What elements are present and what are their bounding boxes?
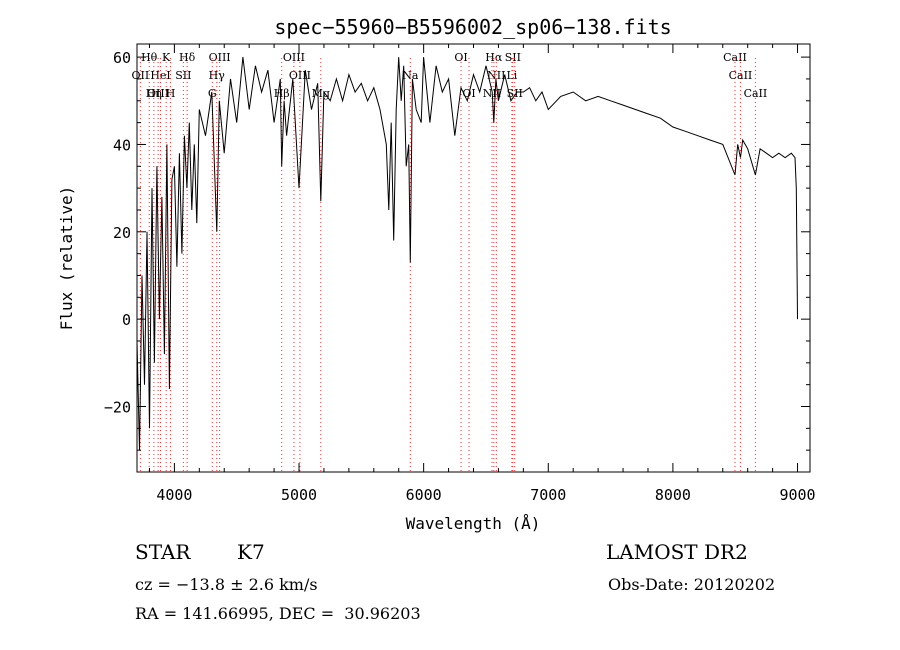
x-tick-label: 4000 xyxy=(156,486,192,504)
line-marker-label: SII xyxy=(507,87,523,100)
y-tick-label: 60 xyxy=(113,49,131,67)
line-marker-label: Na xyxy=(402,69,419,82)
line-marker-label: Hγ xyxy=(209,69,226,82)
y-tick-label: 0 xyxy=(122,311,131,329)
line-marker-label: H xyxy=(166,87,176,100)
ra-dec-coordinates: RA = 141.66995, DEC = 30.96203 xyxy=(135,604,421,623)
x-tick-label: 6000 xyxy=(406,486,442,504)
line-marker-label: Hθ xyxy=(141,51,158,64)
line-marker-label: OIII xyxy=(147,87,169,100)
line-marker-label: OIII xyxy=(289,69,311,82)
chart-title: spec−55960−B5596002_sp06−138.fits xyxy=(274,15,671,39)
redshift-cz: cz = −13.8 ± 2.6 km/s xyxy=(135,575,318,594)
axis-ticks: 4000 5000 6000 7000 8000 9000 −20 0 20 40 60 xyxy=(104,44,816,504)
survey-name: LAMOST DR2 xyxy=(606,540,748,564)
spectrum-line xyxy=(136,57,798,451)
y-tick-label: 20 xyxy=(113,224,131,242)
line-marker-label: CaII xyxy=(723,51,747,64)
line-marker-label: Hβ xyxy=(274,87,290,100)
observation-date: Obs-Date: 20120202 xyxy=(608,575,776,594)
line-marker-label: OII xyxy=(132,69,150,82)
y-tick-label: 40 xyxy=(113,136,131,154)
line-marker-label: Li xyxy=(506,69,517,82)
line-marker-label: Hη xyxy=(146,87,162,100)
line-marker-label: SII xyxy=(505,51,521,64)
line-marker-label: OI xyxy=(454,51,467,64)
line-marker-label: CaII xyxy=(744,87,768,100)
y-tick-label: −20 xyxy=(104,398,131,416)
x-tick-label: 5000 xyxy=(281,486,317,504)
line-marker-label: Hδ xyxy=(179,51,196,64)
line-marker-label: Hα xyxy=(485,51,503,64)
line-marker-label: OIII xyxy=(283,51,305,64)
x-tick-label: 7000 xyxy=(530,486,566,504)
line-marker-label: SII xyxy=(175,69,191,82)
x-axis-label: Wavelength (Å) xyxy=(406,514,541,533)
object-class: STAR xyxy=(135,540,191,564)
x-tick-label: 9000 xyxy=(779,486,815,504)
line-marker-label: CaII xyxy=(729,69,753,82)
line-marker-label: K xyxy=(162,51,171,64)
x-tick-label: 8000 xyxy=(655,486,691,504)
line-marker-label: HeI xyxy=(150,69,170,82)
y-axis-label: Flux (relative) xyxy=(57,186,76,331)
object-subclass: K7 xyxy=(237,540,265,564)
line-marker-label: OIII xyxy=(209,51,231,64)
